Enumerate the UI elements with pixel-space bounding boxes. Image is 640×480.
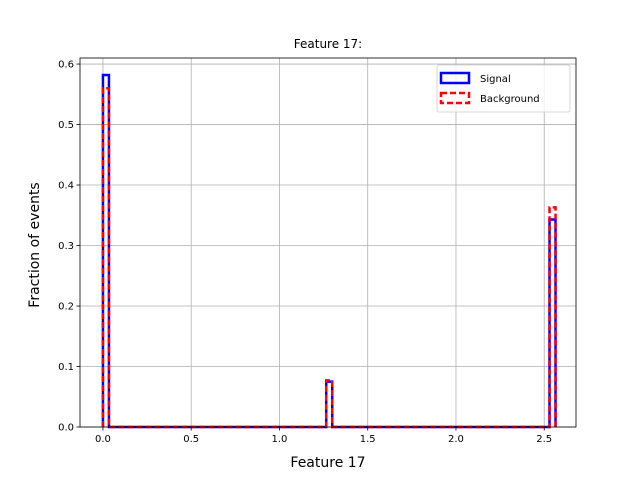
background-histogram-outline (101, 86, 557, 429)
y-axis-label: Fraction of events (27, 182, 43, 307)
x-tick-label: 2.0 (448, 434, 464, 445)
signal-legend-swatch (439, 71, 471, 85)
y-tick-label: 0.3 (58, 241, 74, 252)
x-tick-label: 0.0 (95, 434, 111, 445)
histogram-bars (101, 73, 557, 429)
x-tick-label: 2.5 (536, 434, 552, 445)
x-axis-label: Feature 17 (290, 455, 365, 471)
y-tick-label: 0.0 (58, 423, 74, 434)
legend: Signal Background (436, 64, 571, 113)
y-tick-label: 0.6 (58, 60, 74, 71)
grid-lines (80, 58, 576, 428)
y-tick-label: 0.5 (58, 120, 74, 131)
x-tick-label: 0.5 (183, 434, 199, 445)
background-legend-swatch (439, 91, 471, 105)
legend-label: Background (480, 94, 540, 105)
x-tick-label: 1.0 (272, 434, 288, 445)
legend-label: Signal (480, 74, 511, 85)
y-axis-ticks: 0.0 0.1 0.2 0.3 0.4 0.5 0.6 (58, 60, 80, 434)
y-tick-label: 0.2 (58, 302, 74, 313)
y-tick-label: 0.4 (58, 181, 74, 192)
chart-title: Feature 17: (294, 37, 362, 51)
x-axis-ticks: 0.0 0.5 1.0 1.5 2.0 2.5 (95, 427, 552, 445)
y-tick-label: 0.1 (58, 362, 74, 373)
x-tick-label: 1.5 (360, 434, 376, 445)
axes-frame (79, 57, 577, 428)
